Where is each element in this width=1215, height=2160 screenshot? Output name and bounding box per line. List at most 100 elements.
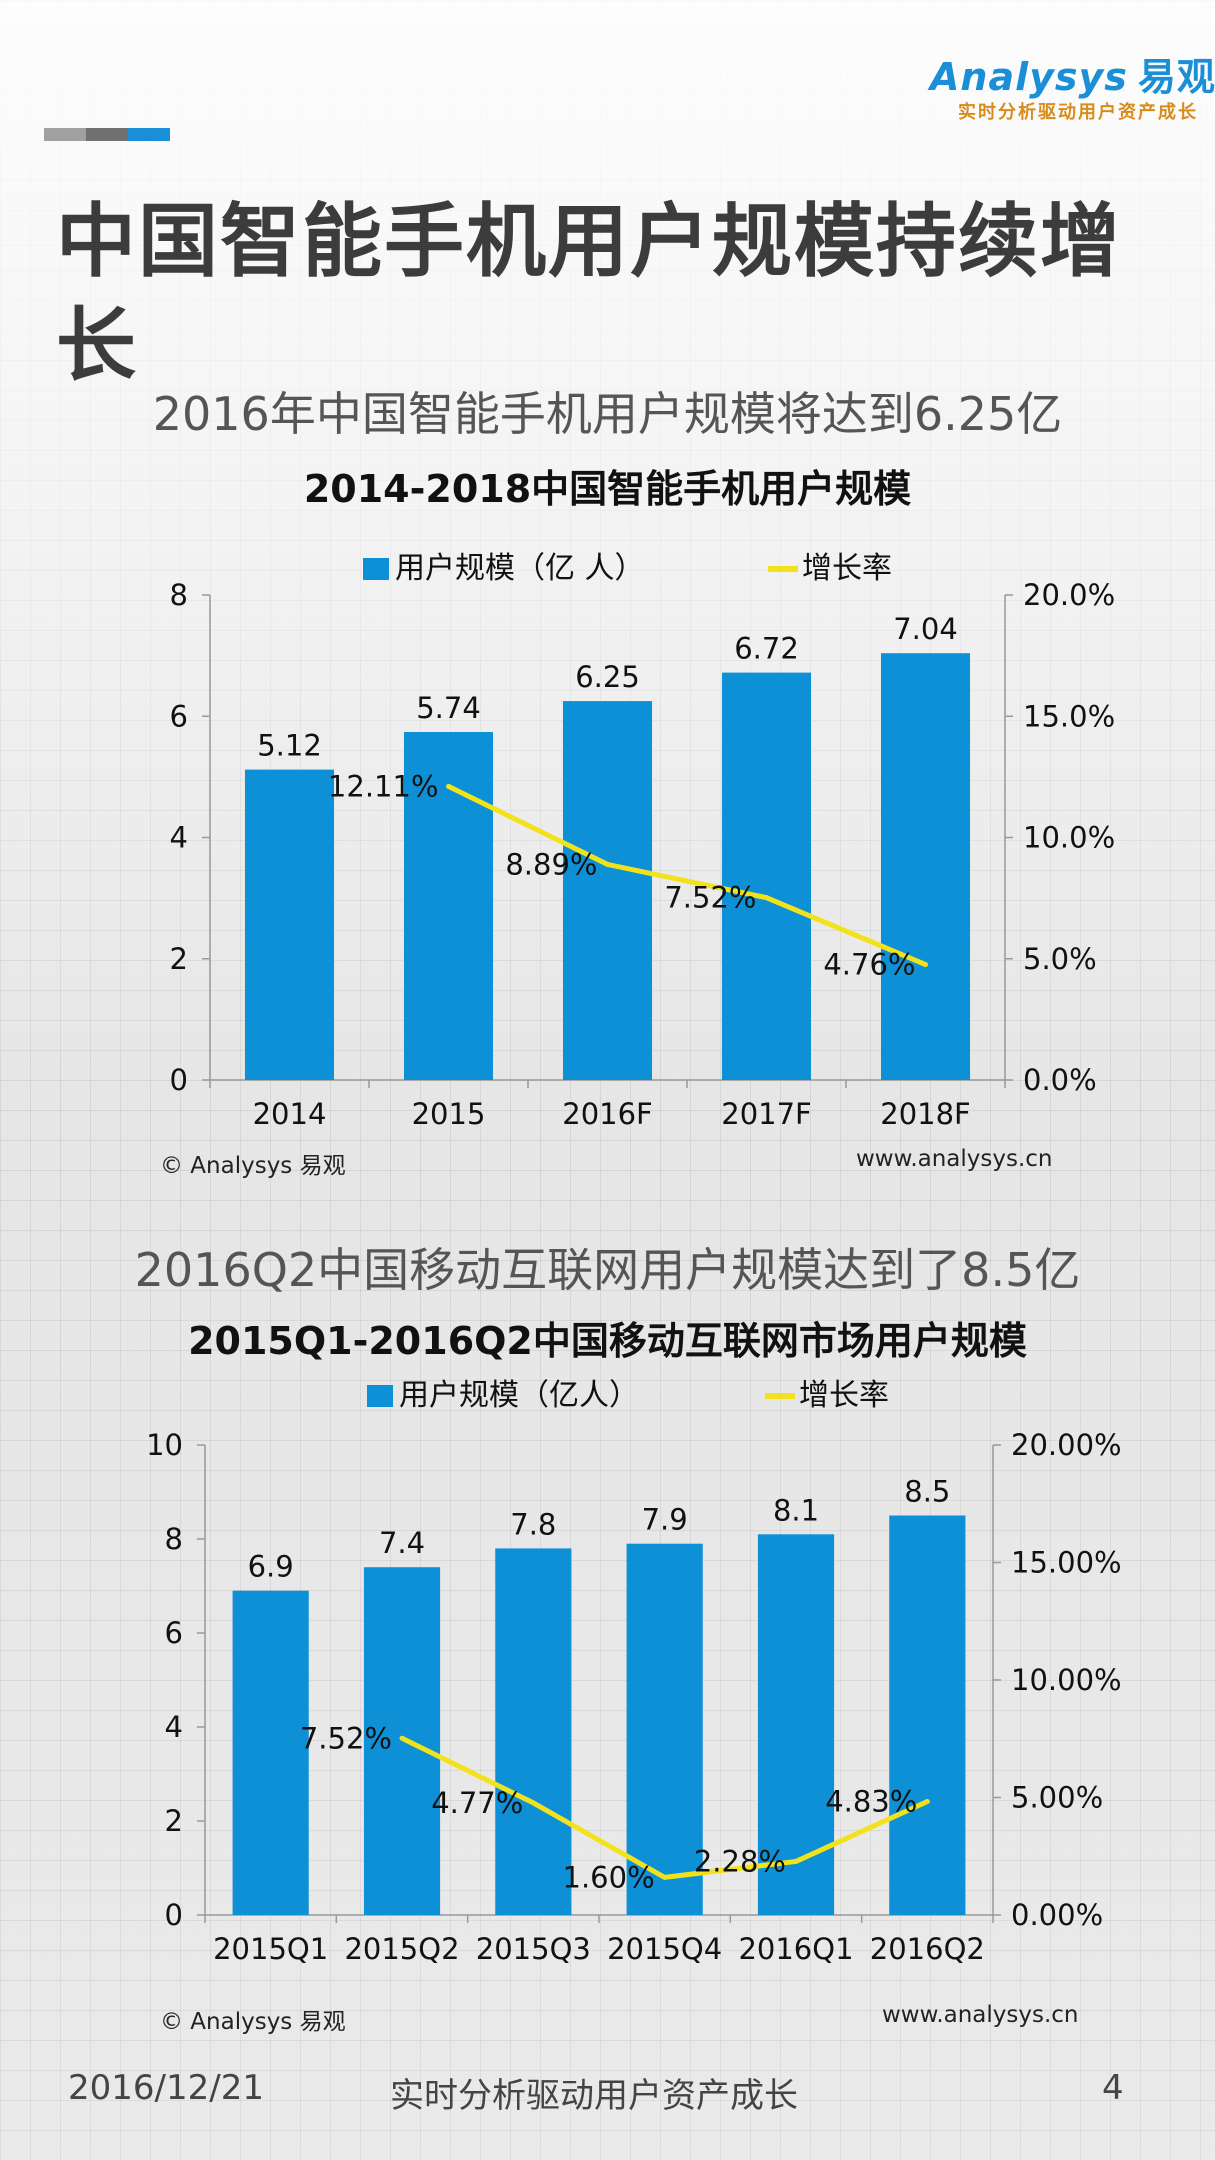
bar-2017F (721, 672, 812, 1080)
y-tick-label-right: 15.00% (1011, 1546, 1122, 1580)
chart1-website: www.analysys.cn (856, 1146, 1053, 1172)
x-tick-label: 2015Q4 (607, 1932, 722, 1966)
growth-rate-label: 12.11% (328, 769, 439, 803)
x-tick-label: 2017F (721, 1097, 811, 1131)
bar-value-label: 6.25 (575, 660, 640, 694)
footer-slogan: 实时分析驱动用户资产成长 (390, 2076, 798, 2116)
bar-2018F (880, 653, 971, 1080)
growth-rate-label: 4.76% (823, 948, 915, 982)
y-tick-label-right: 10.00% (1011, 1663, 1122, 1697)
deco-bar (44, 128, 86, 141)
bar-2015Q4 (626, 1543, 703, 1915)
chart2-mobile-internet-users: 0 2 4 6 8 10 0.00% 5.00% 10.00% 15.00% 20.00% 6.9 20… (146, 1378, 1122, 1966)
bar-2016F (562, 701, 653, 1080)
x-tick-label: 2016Q1 (738, 1932, 853, 1966)
footer-page-number: 4 (1102, 2068, 1124, 2108)
growth-rate-point (399, 1735, 405, 1741)
x-tick-label: 2018F (880, 1097, 970, 1131)
bar-2015 (403, 732, 494, 1080)
bar-value-label: 6.72 (734, 632, 799, 666)
growth-rate-point (662, 1874, 668, 1880)
y-tick-label-left: 4 (165, 1710, 183, 1744)
growth-rate-label: 7.52% (300, 1721, 392, 1755)
growth-rate-label: 4.83% (825, 1784, 917, 1818)
y-tick-label-left: 2 (165, 1804, 183, 1838)
bar-value-label: 6.9 (248, 1550, 294, 1584)
y-tick-label-left: 0 (165, 1898, 183, 1932)
bar-value-label: 7.9 (642, 1503, 688, 1537)
y-tick-label-left: 10 (146, 1428, 183, 1462)
y-tick-label-right: 0.0% (1023, 1063, 1097, 1097)
bar-value-label: 5.74 (416, 691, 481, 725)
y-tick-label-left: 8 (170, 578, 188, 612)
logo-initial: A (930, 55, 961, 99)
bar-2015Q1 (232, 1590, 309, 1915)
growth-rate-label: 4.77% (431, 1786, 523, 1820)
x-tick-label: 2014 (253, 1097, 327, 1131)
bar-value-label: 7.4 (379, 1526, 425, 1560)
logo-cn: 易观 (1137, 55, 1215, 99)
analysys-logo: Analysys 易观 (930, 46, 1215, 101)
growth-rate-point (605, 861, 610, 867)
x-tick-label: 2016Q2 (870, 1932, 985, 1966)
legend-bar-label: 用户规模（亿人） (399, 1378, 639, 1413)
section1-subtitle: 2016年中国智能手机用户规模将达到6.25亿 (152, 387, 1063, 441)
footer-date: 2016/12/21 (68, 2068, 264, 2108)
y-tick-label-left: 0 (170, 1063, 188, 1097)
bar-2014 (244, 769, 335, 1080)
x-tick-label: 2015Q2 (344, 1932, 459, 1966)
chart2-title: 2015Q1-2016Q2中国移动互联网市场用户规模 (188, 1319, 1027, 1363)
section2-subtitle: 2016Q2中国移动互联网用户规模达到了8.5亿 (134, 1243, 1081, 1297)
y-tick-label-right: 10.0% (1023, 821, 1115, 855)
logo-text: nalysys (960, 55, 1128, 99)
bar-2015Q3 (495, 1548, 572, 1915)
bar-2015Q2 (363, 1567, 441, 1915)
x-tick-label: 2015Q1 (213, 1932, 328, 1966)
chart2-source: © Analysys 易观 (160, 2009, 346, 2035)
y-tick-label-left: 2 (170, 942, 188, 976)
y-tick-label-right: 5.00% (1011, 1781, 1103, 1815)
growth-rate-label: 1.60% (563, 1860, 655, 1894)
y-tick-label-right: 0.00% (1011, 1898, 1103, 1932)
deco-bar (128, 128, 170, 141)
x-tick-label: 2015 (412, 1097, 486, 1131)
bar-value-label: 7.8 (510, 1507, 556, 1541)
y-tick-label-right: 20.00% (1011, 1428, 1122, 1462)
logo-tagline: 实时分析驱动用户资产成长 (958, 102, 1198, 123)
legend-bar-swatch (367, 1385, 393, 1407)
page-title: 中国智能手机用户规模持续增长 (56, 195, 1122, 392)
chart1-source: © Analysys 易观 (160, 1153, 346, 1179)
y-tick-label-right: 15.0% (1023, 699, 1115, 733)
growth-rate-line (447, 784, 927, 967)
y-tick-label-left: 8 (165, 1522, 183, 1556)
growth-rate-point (793, 1858, 799, 1864)
growth-rate-label: 7.52% (664, 881, 756, 915)
legend-line-label: 增长率 (802, 551, 892, 586)
growth-rate-point (764, 895, 769, 901)
legend-bar-label: 用户规模（亿 人） (395, 551, 645, 586)
bar-value-label: 8.1 (773, 1493, 819, 1527)
growth-rate-point (923, 962, 928, 968)
bar-value-label: 5.12 (257, 729, 322, 763)
growth-rate-point (530, 1800, 536, 1806)
x-tick-label: 2016F (562, 1097, 652, 1131)
y-tick-label-right: 5.0% (1023, 942, 1097, 976)
legend-bar-swatch (363, 558, 389, 580)
y-tick-label-left: 6 (165, 1616, 183, 1650)
y-tick-label-left: 6 (170, 699, 188, 733)
x-tick-label: 2015Q3 (476, 1932, 591, 1966)
bar-value-label: 8.5 (904, 1475, 950, 1509)
growth-rate-point (446, 783, 451, 789)
y-tick-label-right: 20.0% (1023, 578, 1115, 612)
growth-rate-label: 2.28% (694, 1844, 786, 1878)
chart2-website: www.analysys.cn (882, 2002, 1079, 2028)
chart1-title: 2014-2018中国智能手机用户规模 (303, 467, 912, 511)
y-tick-label-left: 4 (170, 821, 188, 855)
bar-value-label: 7.04 (893, 612, 958, 646)
legend-line-label: 增长率 (799, 1378, 889, 1413)
bar-2016Q2 (889, 1515, 966, 1915)
chart1-smartphone-users: 0 2 4 6 8 0.0% 5.0% 10.0% 15.0% 20.0% 5.12 2014 5.74… (170, 551, 1116, 1131)
deco-bar (86, 128, 128, 141)
growth-rate-label: 8.89% (505, 847, 597, 881)
decorative-bars (44, 128, 174, 141)
